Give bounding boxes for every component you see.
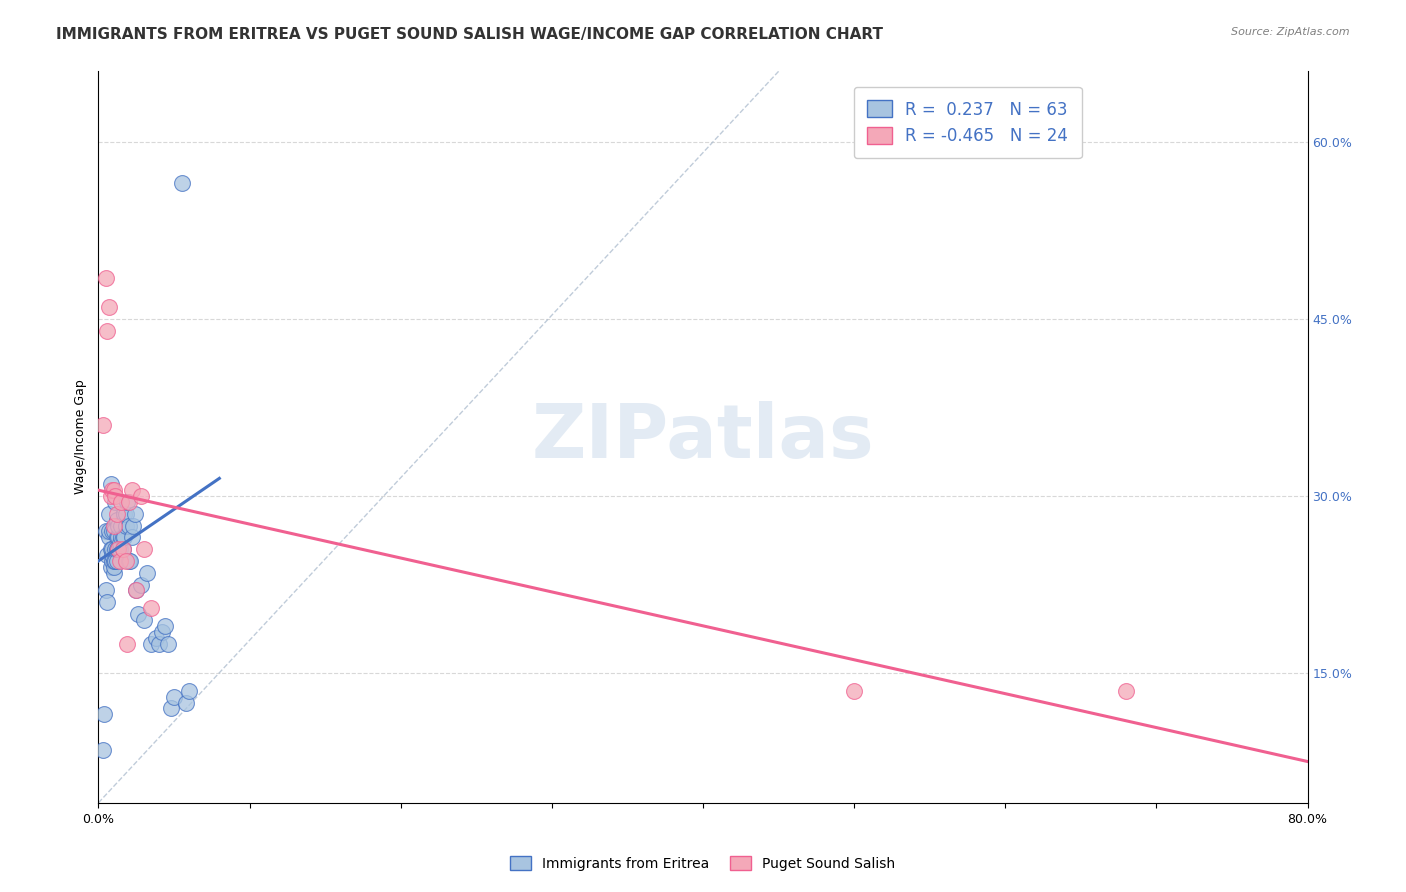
Point [101, 554, 124, 568]
Point [103, 554, 125, 568]
Point [96, 324, 118, 338]
Point [122, 518, 145, 533]
Point [141, 601, 163, 615]
Point [114, 554, 136, 568]
Point [108, 542, 131, 557]
Point [105, 507, 128, 521]
Point [121, 530, 143, 544]
Point [124, 507, 146, 521]
Point [153, 619, 176, 633]
Point [98, 524, 121, 539]
Point [125, 583, 148, 598]
Point [111, 542, 134, 557]
Point [101, 524, 124, 539]
Point [107, 530, 129, 544]
Point [104, 495, 127, 509]
Point [103, 566, 125, 580]
Point [127, 607, 149, 621]
Point [108, 554, 131, 568]
Point [115, 495, 138, 509]
Point [100, 489, 122, 503]
Point [125, 583, 148, 598]
Point [101, 542, 124, 557]
Point [101, 548, 124, 562]
Point [105, 530, 128, 544]
Point [132, 613, 155, 627]
Point [94, 524, 117, 539]
Point [100, 542, 122, 557]
Point [1115, 683, 1137, 698]
Point [100, 559, 122, 574]
Point [118, 495, 141, 509]
Point [111, 542, 134, 557]
Point [111, 530, 134, 544]
Point [120, 554, 142, 568]
Point [104, 554, 127, 568]
Point [112, 530, 135, 544]
Point [98, 301, 121, 315]
Point [98, 507, 121, 521]
Point [156, 636, 179, 650]
Point [112, 507, 135, 521]
Point [108, 536, 131, 550]
Text: ZIPatlas: ZIPatlas [531, 401, 875, 474]
Point [103, 524, 125, 539]
Point [118, 554, 141, 568]
Legend: R =  0.237   N = 63, R = -0.465   N = 24: R = 0.237 N = 63, R = -0.465 N = 24 [853, 87, 1081, 159]
Point [107, 542, 129, 557]
Point [110, 495, 132, 509]
Point [118, 518, 141, 533]
Point [145, 631, 167, 645]
Point [96, 595, 118, 609]
Point [103, 559, 125, 574]
Point [105, 513, 128, 527]
Point [91, 418, 114, 433]
Point [121, 483, 143, 498]
Legend: Immigrants from Eritrea, Puget Sound Salish: Immigrants from Eritrea, Puget Sound Sal… [505, 850, 901, 876]
Point [103, 518, 125, 533]
Point [141, 636, 163, 650]
Point [129, 577, 152, 591]
Point [93, 707, 115, 722]
Text: Source: ZipAtlas.com: Source: ZipAtlas.com [1232, 27, 1350, 37]
Point [107, 542, 129, 557]
Point [114, 507, 136, 521]
Point [94, 270, 117, 285]
Point [148, 636, 170, 650]
Y-axis label: Wage/Income Gap: Wage/Income Gap [75, 380, 87, 494]
Point [844, 683, 866, 698]
Text: IMMIGRANTS FROM ERITREA VS PUGET SOUND SALISH WAGE/INCOME GAP CORRELATION CHART: IMMIGRANTS FROM ERITREA VS PUGET SOUND S… [56, 27, 883, 42]
Point [104, 542, 127, 557]
Point [105, 542, 128, 557]
Point [94, 583, 117, 598]
Point [105, 554, 128, 568]
Point [107, 518, 129, 533]
Point [101, 483, 124, 498]
Point [110, 518, 132, 533]
Point [103, 483, 125, 498]
Point [179, 683, 201, 698]
Point [91, 742, 114, 756]
Point [135, 566, 157, 580]
Point [114, 518, 136, 533]
Point [170, 177, 193, 191]
Point [132, 542, 155, 557]
Point [98, 530, 121, 544]
Point [163, 690, 186, 704]
Point [104, 489, 127, 503]
Point [110, 530, 132, 544]
Point [129, 489, 152, 503]
Point [96, 548, 118, 562]
Point [160, 701, 183, 715]
Point [100, 477, 122, 491]
Point [174, 696, 197, 710]
Point [150, 624, 173, 639]
Point [115, 636, 138, 650]
